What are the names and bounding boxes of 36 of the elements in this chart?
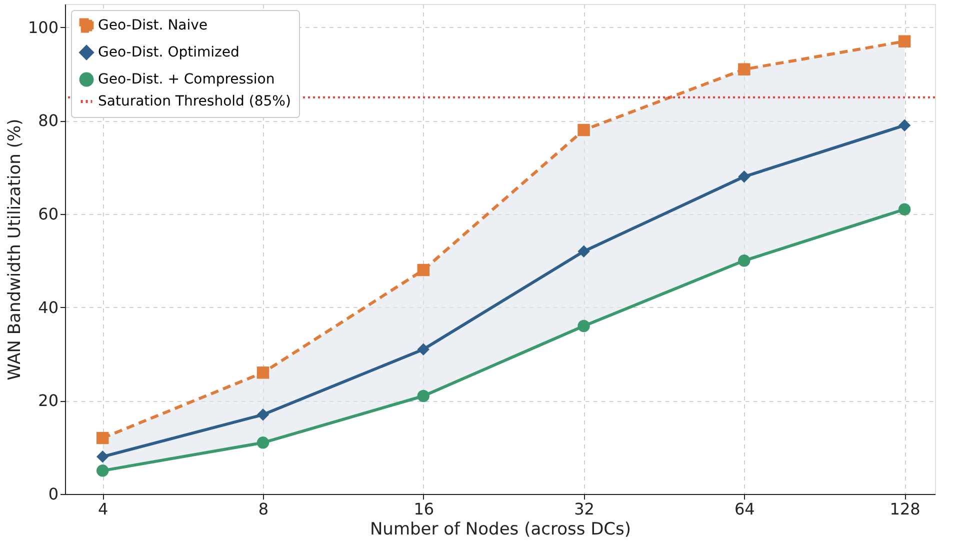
x-tick-label: 16 [414, 500, 434, 518]
legend-label: Geo-Dist. Naive [98, 18, 208, 34]
point [417, 343, 430, 356]
point [578, 124, 590, 136]
y-axis-title: WAN Bandwidth Utilization (%) [4, 118, 25, 380]
x-tick-label: 128 [890, 500, 920, 518]
ref-line-label: Saturation Threshold (85%) [98, 94, 291, 110]
x-tick-label: 64 [734, 500, 755, 518]
y-tick-label: 0 [48, 484, 58, 504]
y-tick-label: 100 [28, 18, 58, 37]
point [898, 203, 911, 216]
point [417, 264, 430, 276]
y-tick-label: 60 [38, 204, 58, 224]
point [898, 119, 911, 132]
legend-label: Geo-Dist. Optimized [98, 44, 240, 60]
point [256, 436, 270, 449]
x-tick-label: 32 [574, 500, 594, 518]
y-tick-label: 40 [38, 298, 58, 317]
legend-label: Geo-Dist. + Compression [98, 72, 275, 88]
x-tick-label: 4 [98, 500, 108, 518]
point [96, 450, 109, 463]
x-axis-title: Number of Nodes (across DCs) [370, 520, 632, 540]
point [578, 320, 590, 332]
point [738, 63, 750, 76]
point [417, 390, 430, 402]
point [256, 408, 270, 421]
point [738, 254, 750, 267]
point [96, 432, 109, 444]
point [738, 170, 750, 183]
point [578, 245, 590, 258]
y-tick-label: 80 [38, 111, 58, 130]
point [898, 35, 911, 48]
x-tick-label: 8 [258, 500, 269, 518]
point [96, 464, 109, 477]
point [256, 366, 270, 379]
y-tick-label: 20 [38, 391, 58, 410]
